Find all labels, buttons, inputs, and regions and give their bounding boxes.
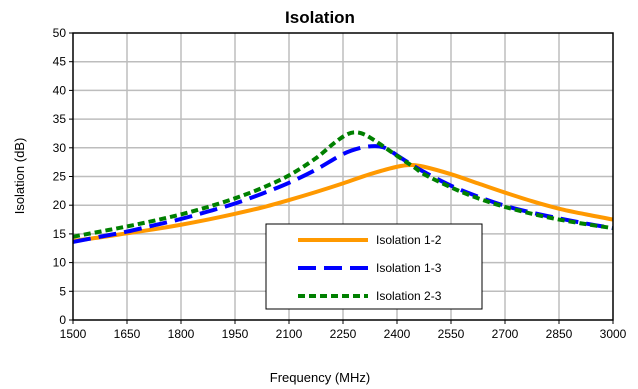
y-tick-label: 25 xyxy=(53,170,67,184)
x-tick-label: 1800 xyxy=(168,327,195,341)
x-tick-label: 2400 xyxy=(384,327,411,341)
y-axis: 0 5 10 15 20 25 30 35 40 45 50 xyxy=(53,26,73,327)
legend-label-2: Isolation 1-3 xyxy=(376,261,442,275)
series-line-3 xyxy=(72,130,614,239)
x-tick-label: 2550 xyxy=(438,327,465,341)
x-tick-label: 2100 xyxy=(276,327,303,341)
chart-title: Isolation xyxy=(285,8,355,27)
y-tick-label: 10 xyxy=(53,256,67,270)
y-tick-label: 30 xyxy=(53,141,67,155)
x-tick-label: 2850 xyxy=(546,327,573,341)
y-axis-title: Isolation (dB) xyxy=(12,138,27,215)
series-line-2 xyxy=(72,144,614,244)
x-tick-label: 1500 xyxy=(60,327,87,341)
y-tick-label: 15 xyxy=(53,227,67,241)
y-tick-label: 45 xyxy=(53,55,67,69)
y-tick-label: 0 xyxy=(59,313,66,327)
x-axis-title: Frequency (MHz) xyxy=(270,370,370,385)
y-tick-label: 50 xyxy=(53,26,67,40)
y-tick-label: 35 xyxy=(53,112,67,126)
x-tick-label: 2250 xyxy=(330,327,357,341)
y-tick-label: 40 xyxy=(53,83,67,97)
legend: Isolation 1-2 Isolation 1-3 Isolation 2-3 xyxy=(265,223,483,310)
x-tick-label: 2700 xyxy=(492,327,519,341)
x-tick-label: 3000 xyxy=(600,327,627,341)
y-tick-label: 20 xyxy=(53,198,67,212)
y-tick-label: 5 xyxy=(59,284,66,298)
legend-label-1: Isolation 1-2 xyxy=(376,233,442,247)
legend-label-3: Isolation 2-3 xyxy=(376,289,442,303)
x-axis: 1500 1650 1800 1950 2100 2250 2400 2550 2700 2850… xyxy=(60,320,627,341)
grid-lines xyxy=(73,33,613,320)
series-layer xyxy=(72,130,614,244)
x-tick-label: 1950 xyxy=(222,327,249,341)
x-tick-label: 1650 xyxy=(114,327,141,341)
series-line-1 xyxy=(72,163,614,243)
